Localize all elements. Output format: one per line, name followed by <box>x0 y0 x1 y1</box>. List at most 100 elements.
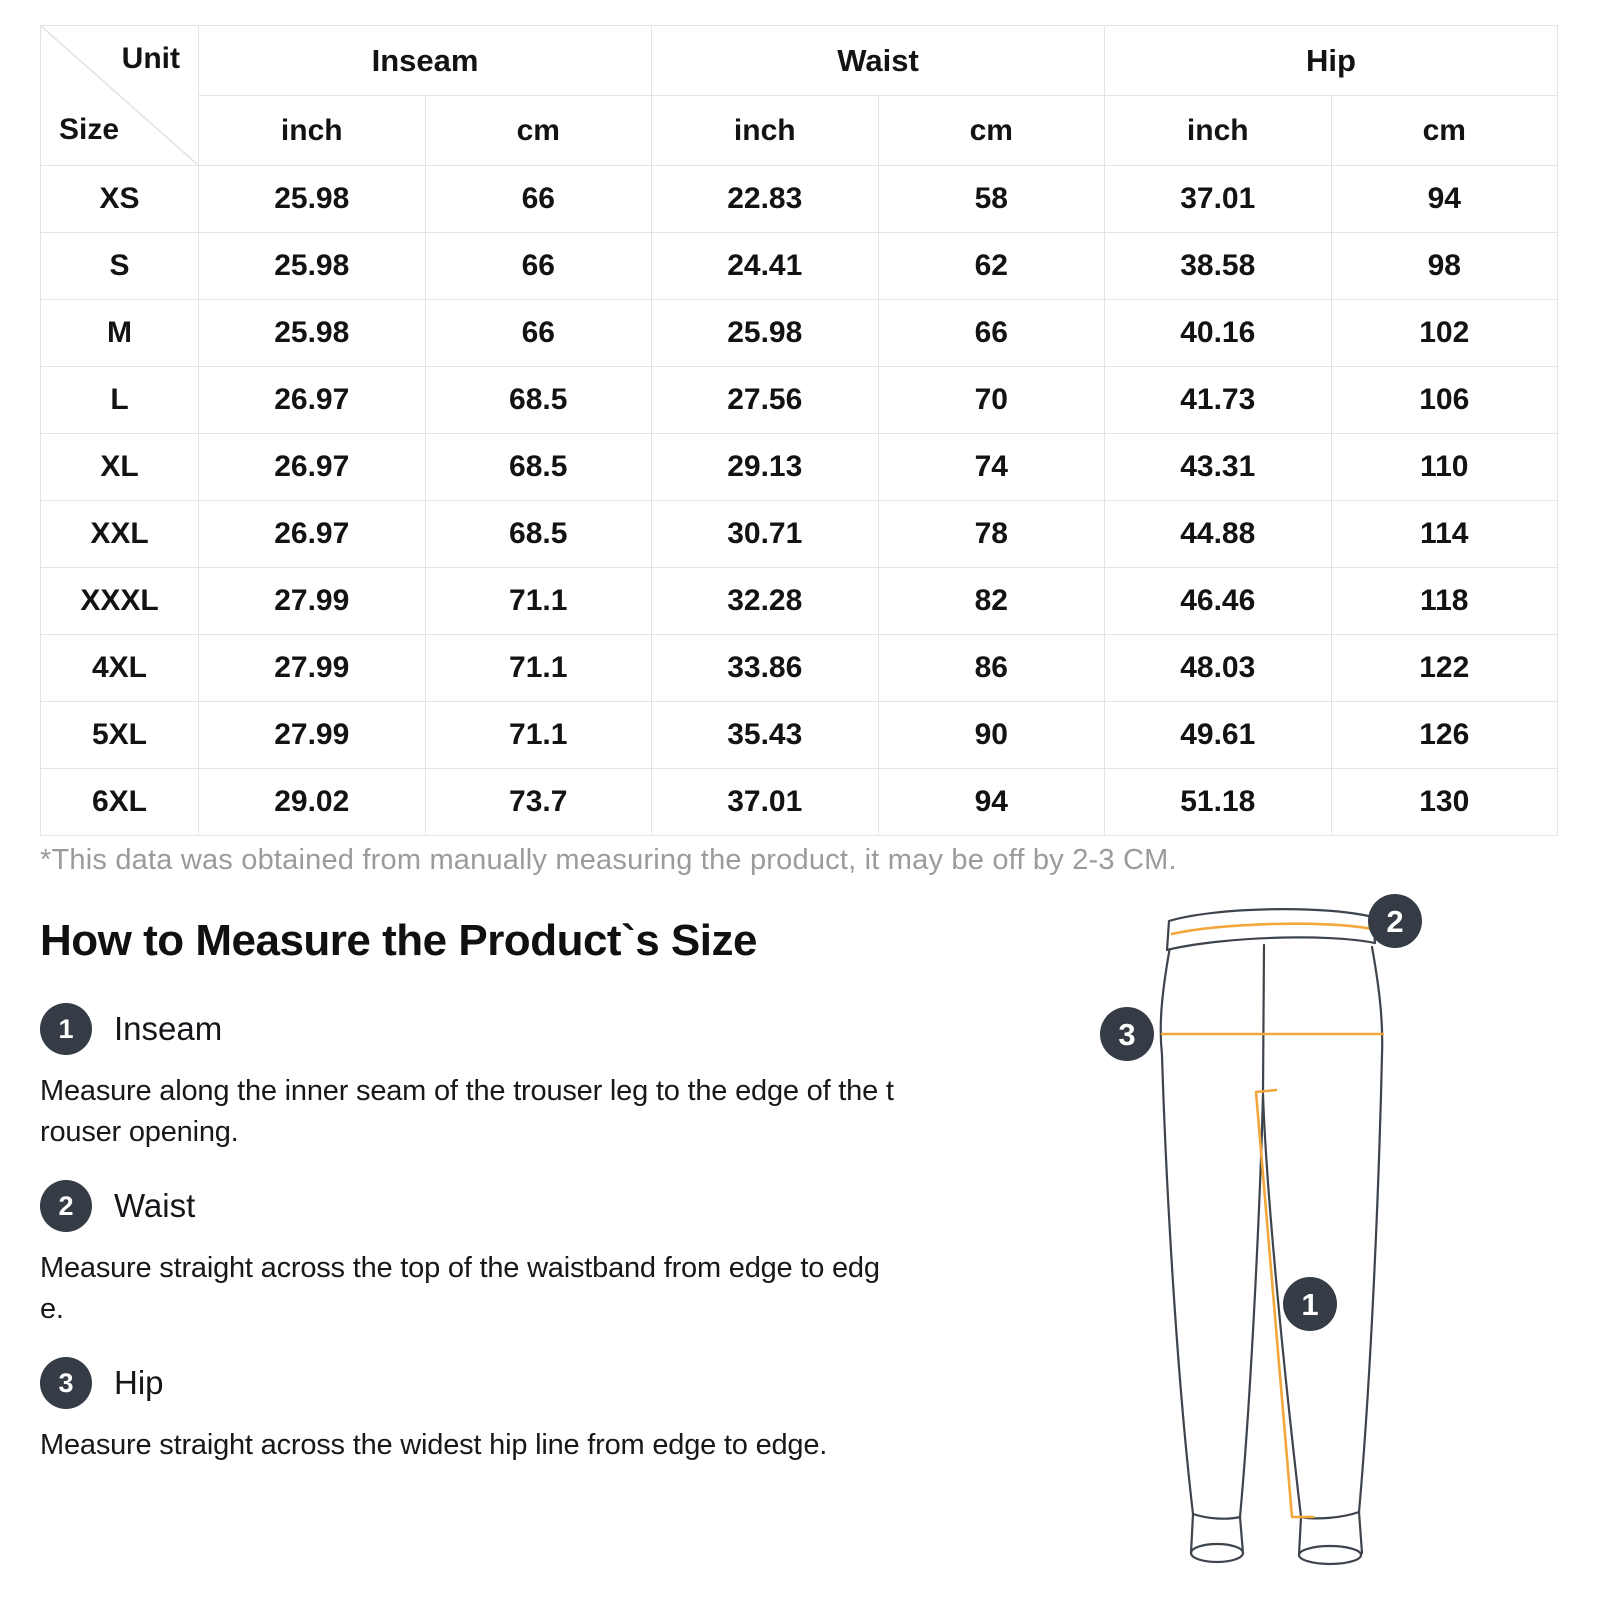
measurement-cell: 122 <box>1330 634 1558 702</box>
group-header-inseam: Inseam <box>198 25 652 96</box>
measurement-cell: 66 <box>424 165 652 233</box>
unit-header-4: inch <box>1104 95 1332 166</box>
size-row-5xl: 5XL 27.99 71.1 35.43 90 49.61 126 <box>40 701 1558 769</box>
measurement-cell: 37.01 <box>651 768 879 836</box>
size-row-xxxl: XXXL 27.99 71.1 32.28 82 46.46 118 <box>40 567 1558 635</box>
marker-badge-1: 1 <box>1283 1277 1337 1331</box>
measurement-cell: 114 <box>1330 500 1558 568</box>
size-row-xxl: XXL 26.97 68.5 30.71 78 44.88 114 <box>40 500 1558 568</box>
guide-title: How to Measure the Product`s Size <box>40 916 757 965</box>
corner-size-label: Size <box>59 113 120 146</box>
group-header-row: Unit Size Inseam Waist Hip <box>40 25 1558 166</box>
trousers-outline-graphic <box>1159 908 1384 1566</box>
measurement-cell: 66 <box>424 299 652 367</box>
measurement-cell: 82 <box>877 567 1105 635</box>
measurement-cell: 43.31 <box>1104 433 1332 501</box>
measurement-cell: 118 <box>1330 567 1558 635</box>
measurement-cell: 66 <box>877 299 1105 367</box>
unit-header-5: cm <box>1330 95 1558 166</box>
measurement-cell: 98 <box>1330 232 1558 300</box>
corner-header-cell: Unit Size <box>40 25 199 166</box>
marker-badge-3: 3 <box>1100 1007 1154 1061</box>
measurement-cell: 94 <box>1330 165 1558 233</box>
measurement-cell: 22.83 <box>651 165 879 233</box>
marker-badge-2: 2 <box>1368 894 1422 948</box>
size-row-l: L 26.97 68.5 27.56 70 41.73 106 <box>40 366 1558 434</box>
unit-header-1: cm <box>424 95 652 166</box>
step-header: 1 Inseam <box>40 1003 902 1055</box>
unit-header-3: cm <box>877 95 1105 166</box>
measurement-cell: 73.7 <box>424 768 652 836</box>
measurement-cell: 62 <box>877 232 1105 300</box>
measurement-cell: 41.73 <box>1104 366 1332 434</box>
measurement-disclaimer: *This data was obtained from manually me… <box>40 844 1177 876</box>
measurement-cell: 25.98 <box>198 299 426 367</box>
trousers-diagram: 2 3 1 <box>1100 894 1422 1566</box>
measurement-cell: 40.16 <box>1104 299 1332 367</box>
measure-section: 1 Inseam Measure along the inner seam of… <box>40 1003 902 1152</box>
measurement-cell: 25.98 <box>651 299 879 367</box>
measurement-cell: 58 <box>877 165 1105 233</box>
size-chart-table: Unit Size Inseam Waist Hip inch cm inch cm inc… <box>40 25 1558 836</box>
measure-section: 3 Hip Measure straight across the widest… <box>40 1357 902 1466</box>
measurement-cell: 38.58 <box>1104 232 1332 300</box>
corner-unit-label: Unit <box>121 42 180 75</box>
measurement-cell: 29.13 <box>651 433 879 501</box>
size-label: 5XL <box>40 701 199 769</box>
step-header: 3 Hip <box>40 1357 902 1410</box>
step-description: Measure straight across the widest hip l… <box>40 1429 828 1462</box>
step-label: Waist <box>114 1187 196 1225</box>
measurement-cell: 71.1 <box>424 634 652 702</box>
measurement-cell: 106 <box>1330 366 1558 434</box>
measurement-cell: 33.86 <box>651 634 879 702</box>
measurement-cell: 90 <box>877 701 1105 769</box>
step-description: Measure straight across the top of the w… <box>40 1252 880 1325</box>
size-label: XXL <box>40 500 199 568</box>
measurement-cell: 37.01 <box>1104 165 1332 233</box>
marker-3-number: 3 <box>1118 1017 1135 1052</box>
measurement-cell: 44.88 <box>1104 500 1332 568</box>
measurement-cell: 25.98 <box>198 232 426 300</box>
size-label: M <box>40 299 199 367</box>
size-label: XXXL <box>40 567 199 635</box>
unit-header-row: inch cm inch cm inch cm <box>41 95 1558 166</box>
step-number-badge: 1 <box>40 1003 92 1055</box>
size-chart-body: XS 25.98 66 22.83 58 37.01 94 S 25.98 66 24.41 62 38… <box>40 165 1558 836</box>
diagonal-divider <box>41 26 198 165</box>
size-row-6xl: 6XL 29.02 73.7 37.01 94 51.18 130 <box>40 768 1558 836</box>
measurement-cell: 94 <box>877 768 1105 836</box>
step-label: Hip <box>114 1364 164 1402</box>
measurement-cell: 25.98 <box>198 165 426 233</box>
step-number-badge: 2 <box>40 1180 92 1233</box>
measurement-cell: 86 <box>877 634 1105 702</box>
size-row-xl: XL 26.97 68.5 29.13 74 43.31 110 <box>40 433 1558 501</box>
measurement-cell: 27.99 <box>198 634 426 702</box>
step-header: 2 Waist <box>40 1180 902 1233</box>
size-label: 6XL <box>40 768 199 836</box>
size-label: XL <box>40 433 199 501</box>
measurement-cell: 71.1 <box>424 567 652 635</box>
measurement-cell: 126 <box>1330 701 1558 769</box>
inseam-measure-line <box>1254 1088 1315 1519</box>
unit-header-2: inch <box>651 95 879 166</box>
measurement-cell: 32.28 <box>651 567 879 635</box>
waist-measure-line <box>1170 922 1374 936</box>
measurement-cell: 68.5 <box>424 433 652 501</box>
size-label: XS <box>40 165 199 233</box>
measurement-cell: 46.46 <box>1104 567 1332 635</box>
size-row-4xl: 4XL 27.99 71.1 33.86 86 48.03 122 <box>40 634 1558 702</box>
measure-steps: 1 Inseam Measure along the inner seam of… <box>40 1003 902 1466</box>
step-label: Inseam <box>114 1010 223 1047</box>
measurement-cell: 29.02 <box>198 768 426 836</box>
measurement-cell: 68.5 <box>424 500 652 568</box>
size-label: S <box>40 232 199 300</box>
unit-header-0: inch <box>198 95 426 166</box>
measurement-cell: 48.03 <box>1104 634 1332 702</box>
measurement-cell: 74 <box>877 433 1105 501</box>
measurement-cell: 30.71 <box>651 500 879 568</box>
measurement-lines-graphic <box>1160 922 1385 1519</box>
marker-2-number: 2 <box>1386 904 1403 939</box>
measurement-cell: 27.56 <box>651 366 879 434</box>
size-label: 4XL <box>40 634 199 702</box>
measurement-cell: 102 <box>1330 299 1558 367</box>
